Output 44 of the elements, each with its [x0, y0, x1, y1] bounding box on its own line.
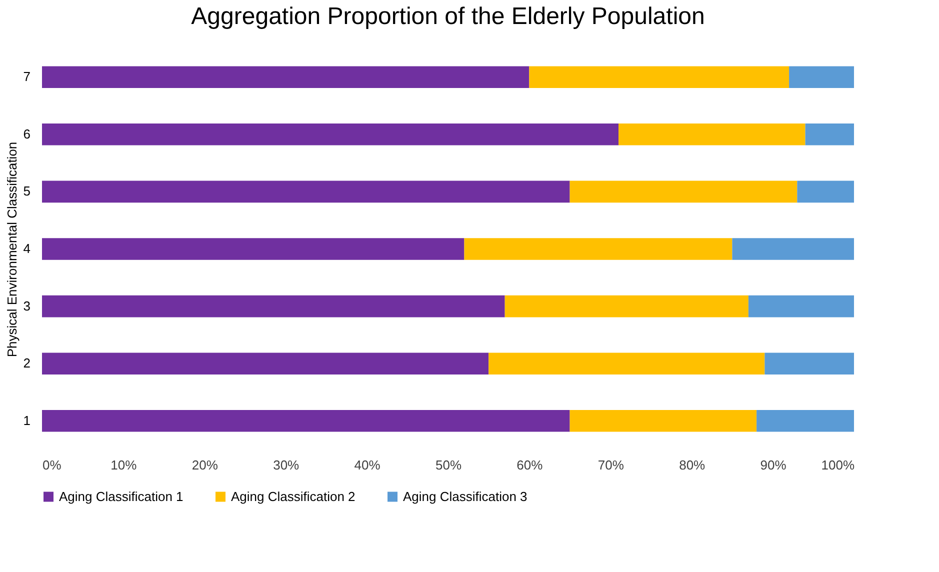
bar	[488, 352, 765, 374]
bar	[805, 124, 854, 146]
bar	[748, 295, 854, 318]
bar	[504, 295, 748, 318]
x-tick-label: 60%	[516, 458, 544, 472]
bar	[42, 124, 619, 146]
chart-title: Aggregation Proportion of the Elderly Population	[191, 3, 705, 30]
bar	[529, 66, 790, 88]
bar	[732, 238, 854, 260]
y-tick-label: 6	[23, 126, 30, 142]
legend-label: Aging Classification 1	[59, 488, 184, 504]
y-tick-label: 2	[23, 356, 30, 371]
x-tick-label: 20%	[192, 458, 218, 472]
x-tick-label: 70%	[598, 458, 624, 472]
x-tick-label: 40%	[354, 458, 381, 472]
y-tick-label: 7	[23, 69, 30, 84]
y-tick-label: 4	[23, 241, 30, 256]
bar	[42, 66, 530, 88]
x-tick-label: 10%	[110, 458, 138, 472]
x-tick-label: 0%	[42, 458, 62, 472]
x-tick-label: 30%	[273, 458, 300, 472]
y-tick-label: 3	[23, 298, 30, 314]
bar	[764, 352, 854, 374]
bar	[42, 410, 570, 432]
y-tick-label: 1	[23, 412, 30, 428]
bar	[570, 410, 757, 432]
y-axis-title: Physical Environmental Classification	[4, 142, 20, 358]
x-tick-label: 90%	[760, 458, 787, 472]
bar	[756, 410, 854, 432]
bar	[42, 352, 489, 374]
bar	[618, 124, 806, 146]
bar	[789, 66, 854, 88]
bar	[42, 180, 570, 203]
bar	[464, 238, 732, 260]
bar	[42, 238, 464, 260]
legend-label: Aging Classification 3	[403, 488, 528, 504]
bar	[797, 180, 854, 203]
y-tick-label: 5	[23, 184, 30, 199]
x-tick-label: 80%	[679, 458, 706, 472]
legend-label: Aging Classification 2	[231, 488, 356, 504]
x-tick-label: 50%	[435, 458, 462, 472]
bar	[42, 295, 505, 318]
bar	[570, 180, 798, 203]
x-tick-label: 100%	[821, 458, 855, 472]
